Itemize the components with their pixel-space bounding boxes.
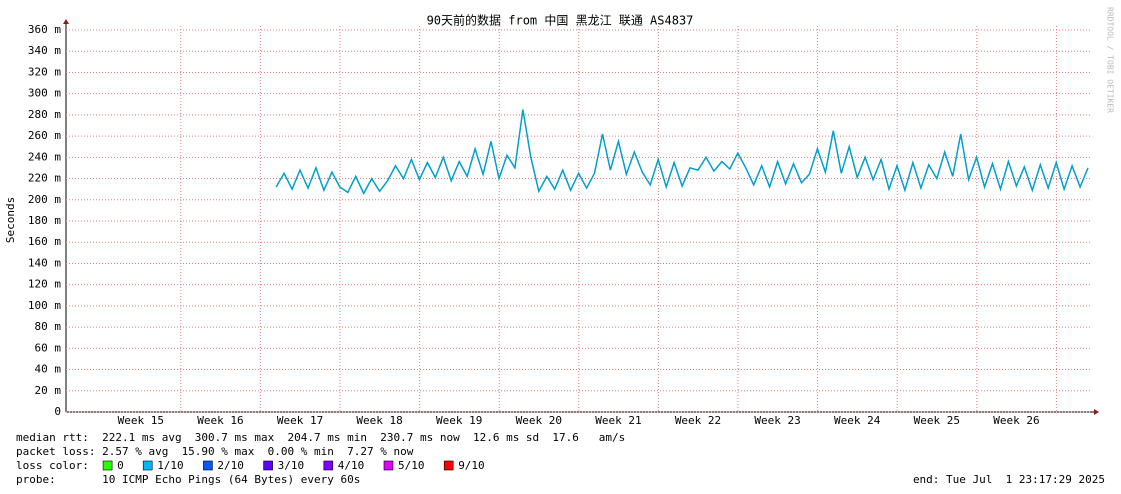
y-tick-label: 220 m	[28, 172, 61, 185]
y-tick-label: 260 m	[28, 129, 61, 142]
y-tick-label: 20 m	[35, 384, 62, 397]
x-tick-label: Week 18	[356, 414, 402, 427]
loss-label: 3/10	[278, 459, 305, 472]
stats-line: packet loss: 2.57 % avg 15.90 % max 0.00…	[16, 445, 414, 458]
axis-arrows	[63, 19, 1099, 415]
y-tick-label: 40 m	[35, 363, 62, 376]
side-note: RRDTOOL / TOBI OETIKER	[1106, 7, 1115, 113]
loss-swatch	[323, 460, 334, 471]
x-tick-label: Week 25	[914, 414, 960, 427]
y-tick-label: 340 m	[28, 44, 61, 57]
loss-swatch	[383, 460, 394, 471]
y-tick-label: 200 m	[28, 193, 61, 206]
y-tick-label: 300 m	[28, 87, 61, 100]
loss-label: 1/10	[157, 459, 184, 472]
x-tick-label: Week 20	[516, 414, 562, 427]
loss-label: 9/10	[458, 459, 485, 472]
loss-swatch	[203, 460, 213, 471]
y-tick-label: 60 m	[35, 341, 62, 354]
x-tick-label: Week 21	[595, 414, 641, 427]
y-tick-label: 320 m	[28, 65, 61, 78]
loss-swatch	[142, 460, 153, 471]
y-tick-label: 100 m	[28, 299, 61, 312]
x-tick-label: Week 16	[197, 414, 243, 427]
x-tick-label: Week 17	[277, 414, 323, 427]
loss-label: 4/10	[338, 459, 365, 472]
end-time: end: Tue Jul 1 23:17:29 2025	[913, 473, 1105, 486]
y-tick-label: 360 m	[28, 23, 61, 36]
loss-label: 0	[117, 459, 124, 472]
x-tick-label: Week 15	[118, 414, 164, 427]
y-tick-label: 80 m	[35, 320, 62, 333]
loss-swatch	[443, 460, 454, 471]
x-tick-label: Week 24	[834, 414, 881, 427]
y-tick-label: 180 m	[28, 214, 61, 227]
x-tick-label: Week 23	[754, 414, 800, 427]
x-tick-label: Week 19	[436, 414, 482, 427]
x-tick-label: Week 26	[993, 414, 1039, 427]
median-line	[275, 109, 1089, 196]
probe-info: probe: 10 ICMP Echo Pings (64 Bytes) eve…	[16, 473, 360, 486]
stats-line: median rtt: 222.1 ms avg 300.7 ms max 20…	[16, 431, 625, 444]
loss-swatch	[102, 460, 113, 471]
y-tick-label: 240 m	[28, 150, 61, 163]
loss-swatch	[263, 460, 273, 471]
y-axis-label: Seconds	[4, 197, 17, 243]
y-tick-label: 0	[54, 405, 61, 418]
y-tick-label: 140 m	[28, 256, 61, 269]
loss-color-label: loss color:	[16, 459, 89, 472]
loss-label: 2/10	[217, 459, 244, 472]
loss-label: 5/10	[398, 459, 425, 472]
y-tick-label: 120 m	[28, 278, 61, 291]
chart-title: 90天前的数据 from 中国 黑龙江 联通 AS4837	[427, 13, 694, 28]
x-tick-label: Week 22	[675, 414, 721, 427]
y-tick-label: 280 m	[28, 108, 61, 121]
axes	[65, 24, 1094, 413]
y-tick-label: 160 m	[28, 235, 61, 248]
